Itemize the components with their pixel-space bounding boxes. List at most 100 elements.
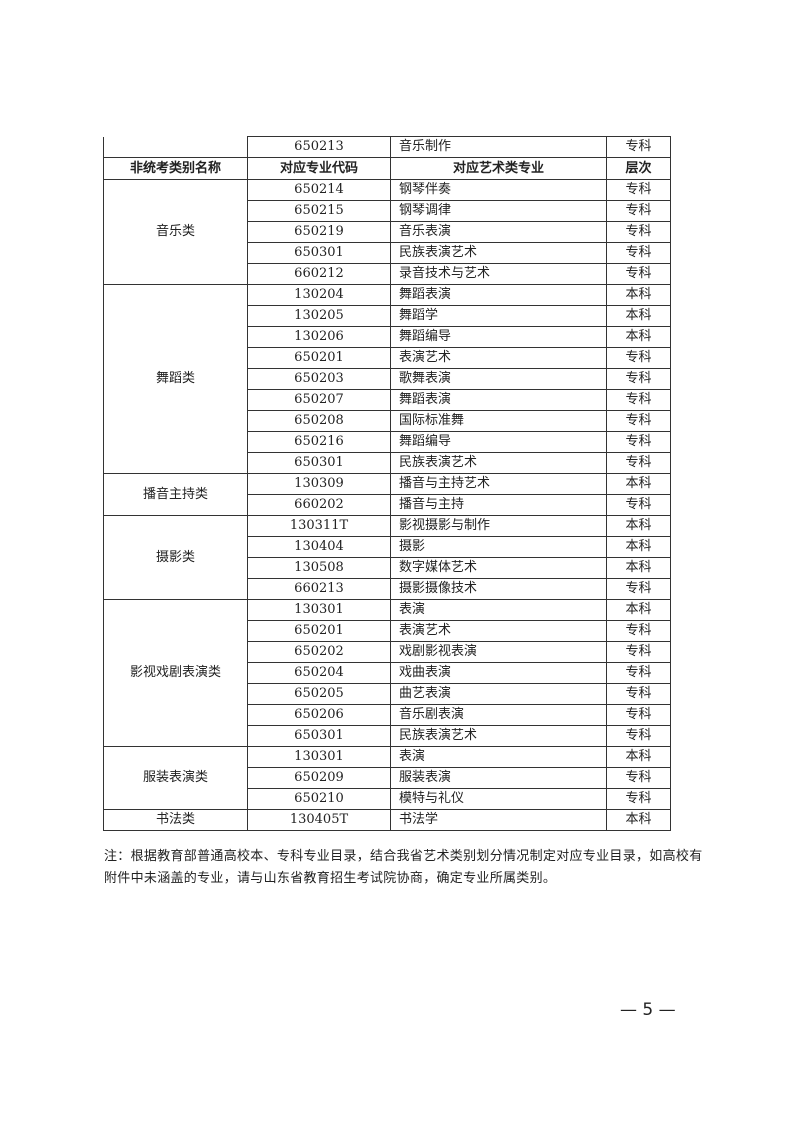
- code-cell: 650213: [247, 136, 391, 158]
- code-cell: 650301: [247, 452, 391, 474]
- major-cell: 摄影摄像技术: [390, 578, 607, 600]
- table-row: 影视戏剧表演类 130301 表演 本科: [103, 599, 671, 747]
- category-cell-blank: [103, 136, 248, 158]
- code-cell: 650201: [247, 620, 391, 642]
- level-cell: 专科: [606, 683, 671, 705]
- level-cell: 本科: [606, 515, 671, 537]
- level-cell: 本科: [606, 473, 671, 495]
- code-cell: 650207: [247, 389, 391, 411]
- table-row: 摄影类 130311T 影视摄影与制作 本科: [103, 515, 671, 600]
- category-cell: 影视戏剧表演类: [103, 599, 248, 747]
- major-cell: 舞蹈编导: [390, 431, 607, 453]
- code-cell: 130508: [247, 557, 391, 579]
- level-cell: 专科: [606, 494, 671, 516]
- major-cell: 曲艺表演: [390, 683, 607, 705]
- header-category: 非统考类别名称: [103, 157, 248, 180]
- table-row: 130206 舞蹈编导 本科: [104, 326, 671, 348]
- code-cell: 660213: [247, 578, 391, 600]
- code-cell: 650203: [247, 368, 391, 390]
- table-row: 音乐类 650214 钢琴伴奏 专科: [103, 179, 671, 285]
- page-number: — 5 —: [620, 1000, 676, 1020]
- category-cell: 摄影类: [103, 515, 248, 600]
- category-cell: 播音主持类: [103, 473, 248, 516]
- code-cell: 130309: [247, 473, 391, 495]
- code-cell: 650301: [247, 242, 391, 264]
- level-cell: 本科: [606, 536, 671, 558]
- major-cell: 影视摄影与制作: [390, 515, 607, 537]
- table-header-row: 非统考类别名称 对应专业代码 对应艺术类专业 层次: [103, 157, 671, 180]
- code-cell: 650210: [247, 788, 391, 810]
- major-cell: 戏曲表演: [390, 662, 607, 684]
- major-cell: 民族表演艺术: [390, 452, 607, 474]
- code-cell: 650208: [247, 410, 391, 432]
- code-cell: 650219: [247, 221, 391, 243]
- table-row: 650202 戏剧影视表演 专科: [104, 641, 671, 663]
- code-cell: 130205: [247, 305, 391, 327]
- table-row: 650201 表演艺术 专科: [104, 347, 671, 369]
- level-cell: 专科: [606, 704, 671, 726]
- major-cell: 钢琴调律: [390, 200, 607, 222]
- code-cell: 130206: [247, 326, 391, 348]
- major-cell: 录音技术与艺术: [390, 263, 607, 285]
- major-cell: 音乐剧表演: [390, 704, 607, 726]
- table-row: 播音主持类 130309 播音与主持艺术 本科: [103, 473, 671, 516]
- level-cell: 专科: [606, 578, 671, 600]
- table-row: 650219 音乐表演 专科: [104, 221, 671, 243]
- level-cell: 专科: [606, 725, 671, 747]
- major-cell: 播音与主持: [390, 494, 607, 516]
- table-row: 650203 歌舞表演 专科: [104, 368, 671, 390]
- code-cell: 650216: [247, 431, 391, 453]
- category-cell: 舞蹈类: [103, 284, 248, 474]
- level-cell: 专科: [606, 431, 671, 453]
- level-cell: 专科: [606, 389, 671, 411]
- code-cell: 130405T: [247, 809, 391, 831]
- major-cell: 表演艺术: [390, 620, 607, 642]
- level-cell: 本科: [606, 599, 671, 621]
- major-cell: 舞蹈学: [390, 305, 607, 327]
- level-cell: 专科: [606, 662, 671, 684]
- level-cell: 专科: [606, 410, 671, 432]
- major-mapping-table: 650213 音乐制作 专科 非统考类别名称 对应专业代码 对应艺术类专业 层次…: [103, 136, 671, 831]
- code-cell: 650206: [247, 704, 391, 726]
- level-cell: 专科: [606, 641, 671, 663]
- table-row: 650205 曲艺表演 专科: [104, 683, 671, 705]
- major-cell: 服装表演: [390, 767, 607, 789]
- code-cell: 650201: [247, 347, 391, 369]
- level-cell: 专科: [606, 179, 671, 201]
- level-cell: 本科: [606, 326, 671, 348]
- header-major: 对应艺术类专业: [390, 157, 607, 180]
- major-cell: 钢琴伴奏: [390, 179, 607, 201]
- code-cell: 650202: [247, 641, 391, 663]
- continued-row: 650213 音乐制作 专科: [103, 136, 671, 158]
- code-cell: 650215: [247, 200, 391, 222]
- category-cell: 书法类: [103, 809, 248, 831]
- major-cell: 摄影: [390, 536, 607, 558]
- major-cell: 民族表演艺术: [390, 725, 607, 747]
- level-cell: 专科: [606, 136, 671, 158]
- code-cell: 130301: [247, 599, 391, 621]
- level-cell: 专科: [606, 242, 671, 264]
- header-code: 对应专业代码: [247, 157, 391, 180]
- category-cell: 音乐类: [103, 179, 248, 285]
- major-cell: 模特与礼仪: [390, 788, 607, 810]
- level-cell: 本科: [606, 305, 671, 327]
- major-cell: 舞蹈表演: [390, 389, 607, 411]
- major-cell: 书法学: [390, 809, 607, 831]
- major-cell: 舞蹈编导: [390, 326, 607, 348]
- level-cell: 专科: [606, 452, 671, 474]
- major-cell: 音乐表演: [390, 221, 607, 243]
- table-row: 130508 数字媒体艺术 本科: [104, 557, 671, 579]
- table-row: 650210 模特与礼仪 专科: [104, 788, 671, 810]
- level-cell: 专科: [606, 221, 671, 243]
- level-cell: 专科: [606, 200, 671, 222]
- major-cell: 戏剧影视表演: [390, 641, 607, 663]
- code-cell: 130311T: [247, 515, 391, 537]
- level-cell: 专科: [606, 620, 671, 642]
- code-cell: 650301: [247, 725, 391, 747]
- table-row: 650207 舞蹈表演 专科: [104, 389, 671, 411]
- level-cell: 专科: [606, 767, 671, 789]
- major-cell: 舞蹈表演: [390, 284, 607, 306]
- table-row: 舞蹈类 130204 舞蹈表演 本科: [103, 284, 671, 474]
- level-cell: 本科: [606, 746, 671, 768]
- major-cell: 播音与主持艺术: [390, 473, 607, 495]
